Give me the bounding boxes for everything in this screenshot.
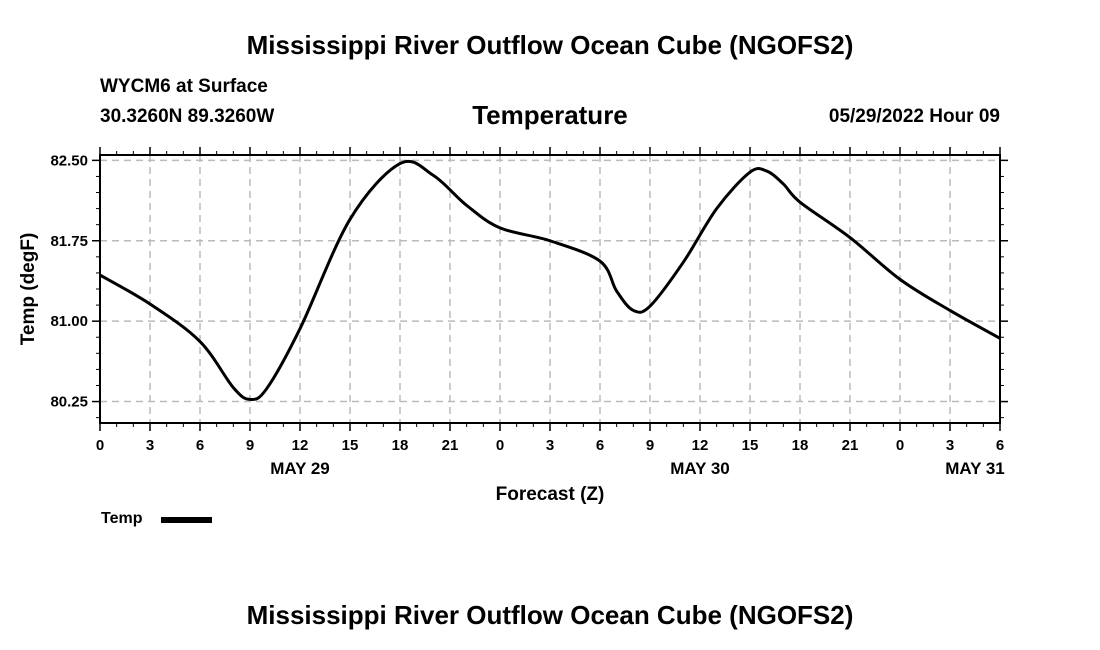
series-layer (99, 159, 1001, 401)
axis-labels: 0 3 6 9 12 15 18 21 0 3 6 9 12 15 18 21 0 3 6 80.25 81.00 81.… (50, 152, 1004, 478)
x-tick-label: 0 (896, 437, 904, 454)
x-tick-label: 3 (546, 437, 554, 454)
grid-lines (100, 155, 1000, 423)
x-tick-label: 12 (292, 437, 309, 454)
day-label: MAY 30 (670, 459, 730, 478)
y-tick-label: 82.50 (50, 152, 88, 169)
y-axis-label: Temp (degF) (18, 233, 39, 346)
x-tick-label: 3 (146, 437, 154, 454)
x-tick-label: 9 (646, 437, 654, 454)
x-tick-label: 9 (246, 437, 254, 454)
x-axis-label: Forecast (Z) (496, 484, 605, 505)
day-label: MAY 31 (945, 459, 1005, 478)
footer-title: Mississippi River Outflow Ocean Cube (NG… (246, 600, 854, 630)
series-line-temp (99, 159, 1001, 401)
day-label: MAY 29 (270, 459, 330, 478)
panel-title: Temperature (472, 100, 628, 130)
x-tick-label: 18 (792, 437, 809, 454)
y-tick-label: 81.00 (50, 313, 88, 330)
x-tick-label: 18 (392, 437, 409, 454)
forecast-datetime: 05/29/2022 Hour 09 (828, 106, 1000, 127)
chart-main-title: Mississippi River Outflow Ocean Cube (NG… (246, 30, 854, 60)
y-tick-label: 81.75 (50, 233, 88, 250)
x-tick-label: 6 (996, 437, 1004, 454)
x-tick-label: 15 (742, 437, 759, 454)
y-tick-label: 80.25 (50, 394, 88, 411)
axis-ticks (92, 147, 1008, 431)
x-tick-label: 15 (342, 437, 359, 454)
x-tick-label: 12 (692, 437, 709, 454)
x-tick-label: 0 (96, 437, 104, 454)
x-tick-label: 0 (496, 437, 504, 454)
x-tick-label: 21 (842, 437, 859, 454)
x-tick-label: 6 (196, 437, 204, 454)
station-label: WYCM6 at Surface (100, 76, 268, 97)
legend-label: Temp (101, 510, 143, 527)
x-tick-label: 6 (596, 437, 604, 454)
legend-swatch (161, 517, 212, 523)
station-coordinates: 30.3260N 89.3260W (100, 106, 275, 127)
x-tick-label: 21 (442, 437, 459, 454)
x-tick-label: 3 (946, 437, 954, 454)
